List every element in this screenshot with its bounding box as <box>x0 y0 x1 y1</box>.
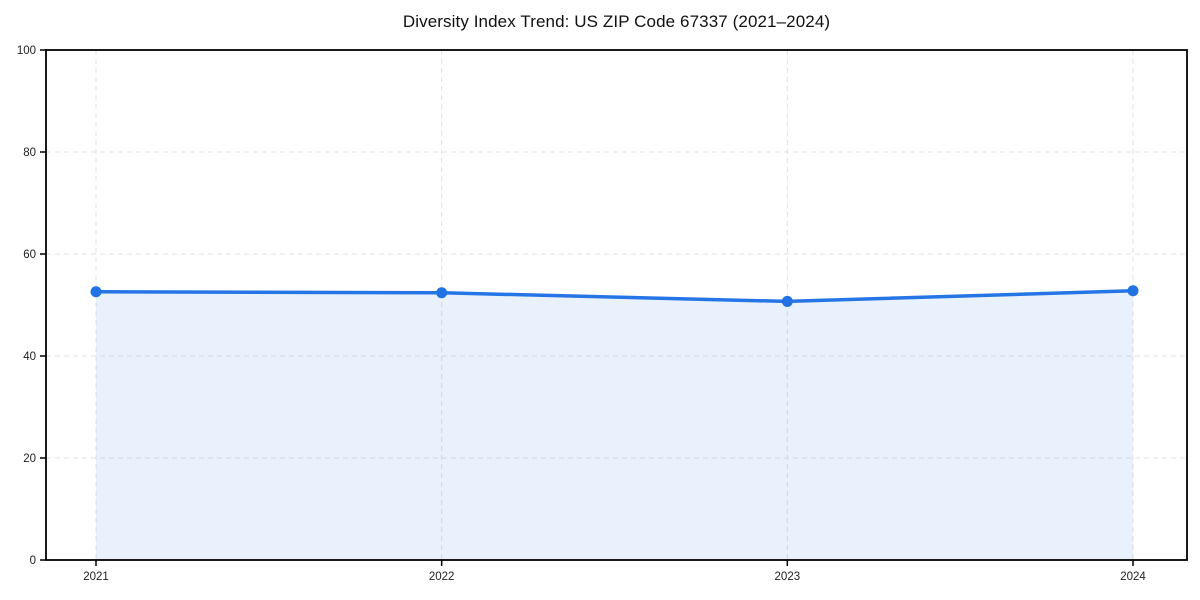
data-point-marker <box>781 295 793 307</box>
x-tick-label: 2023 <box>775 571 801 583</box>
y-tick-label: 60 <box>23 249 36 261</box>
x-tick-label: 2021 <box>83 571 109 583</box>
data-point-marker <box>1127 285 1139 297</box>
y-tick-label: 20 <box>23 453 36 465</box>
y-tick-label: 40 <box>23 351 36 363</box>
data-point-marker <box>436 287 448 299</box>
series-line <box>94 288 1135 304</box>
plot-border <box>45 49 1188 561</box>
series-area-fill <box>96 290 1133 560</box>
x-tick-label: 2022 <box>429 571 455 583</box>
x-tick-label: 2024 <box>1120 571 1146 583</box>
chart-title: Diversity Index Trend: US ZIP Code 67337… <box>402 12 831 31</box>
y-tick-label: 80 <box>23 147 36 159</box>
data-point-marker <box>90 286 102 298</box>
y-tick-label: 0 <box>30 555 36 567</box>
y-tick-label: 100 <box>17 45 36 57</box>
